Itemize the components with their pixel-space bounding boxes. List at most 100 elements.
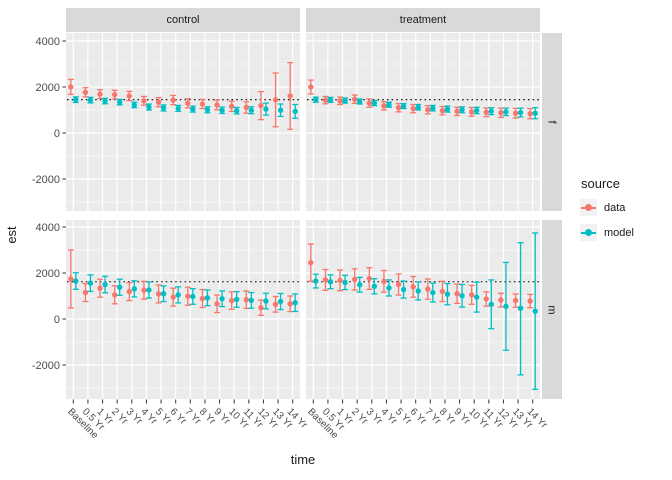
point-model xyxy=(175,105,181,112)
point-model xyxy=(116,284,123,290)
legend-item-data: data xyxy=(580,199,670,216)
point-data xyxy=(97,91,103,97)
point-model xyxy=(146,104,152,110)
point-data xyxy=(322,277,329,283)
point-data xyxy=(351,276,358,283)
point-data xyxy=(228,297,235,304)
y-tick-label: -2000 xyxy=(32,174,60,186)
chart-generated-layer: -2000020004000-2000020004000Baseline0.5 … xyxy=(32,33,550,442)
point-data xyxy=(322,97,329,103)
point-model xyxy=(233,107,240,114)
point-data xyxy=(287,301,293,307)
point-model xyxy=(263,298,269,304)
point-data xyxy=(199,101,206,107)
point-model xyxy=(313,96,319,103)
point-data xyxy=(381,103,387,109)
panel-control-f xyxy=(66,33,300,211)
point-data xyxy=(185,100,191,107)
point-data xyxy=(141,287,147,293)
point-model xyxy=(356,98,363,105)
point-model xyxy=(517,109,524,116)
legend-point-glyph xyxy=(585,204,592,211)
point-data xyxy=(82,289,89,296)
y-tick-label: 0 xyxy=(54,128,60,140)
point-data xyxy=(425,286,431,292)
point-model xyxy=(503,303,509,310)
point-model xyxy=(371,283,378,290)
point-model xyxy=(386,285,392,291)
point-data xyxy=(454,108,460,115)
facet-strip-control-label: control xyxy=(166,14,200,26)
point-model xyxy=(532,308,538,314)
series-data-treatment-f xyxy=(307,79,534,120)
point-model xyxy=(473,294,480,300)
point-model xyxy=(248,297,255,304)
point-model xyxy=(532,110,538,116)
facet-strip-treatment-label: treatment xyxy=(399,14,447,26)
legend-item-model: model xyxy=(580,224,670,241)
y-axis-title: est xyxy=(4,226,19,244)
point-model xyxy=(371,100,378,106)
facet-strip-f-label: f xyxy=(546,120,558,124)
point-data xyxy=(337,277,343,284)
point-data xyxy=(272,97,279,103)
legend-label-data: data xyxy=(604,201,626,214)
point-data xyxy=(439,107,446,114)
point-model xyxy=(102,281,108,288)
point-model xyxy=(131,102,138,108)
legend-key-data-icon xyxy=(580,199,597,216)
y-tick-label: 0 xyxy=(54,314,60,326)
point-model xyxy=(73,96,79,103)
point-model xyxy=(386,102,392,108)
point-model xyxy=(292,299,298,306)
point-data xyxy=(170,97,176,103)
point-data xyxy=(498,297,504,303)
point-data xyxy=(439,288,446,295)
y-tick-label: -2000 xyxy=(32,360,60,372)
point-data xyxy=(155,291,162,297)
series-model-control-m xyxy=(72,272,299,313)
point-model xyxy=(459,293,465,299)
series-data-treatment-m xyxy=(307,243,534,309)
y-tick-label: 2000 xyxy=(36,268,60,280)
point-model xyxy=(87,97,94,103)
y-tick-label: 2000 xyxy=(36,82,60,94)
point-model xyxy=(400,103,407,109)
point-model xyxy=(73,278,79,284)
points-layer xyxy=(67,61,539,391)
point-model xyxy=(488,301,495,307)
legend-key-model-icon xyxy=(580,224,597,241)
series-model-treatment-m xyxy=(312,232,539,391)
legend: source data model xyxy=(580,176,670,249)
point-model xyxy=(356,282,363,288)
point-model xyxy=(430,105,436,111)
point-model xyxy=(116,99,123,105)
point-model xyxy=(342,279,348,286)
point-data xyxy=(351,96,358,102)
point-data xyxy=(483,109,490,116)
point-model xyxy=(430,289,436,296)
x-axis-title: time xyxy=(291,452,316,467)
point-model xyxy=(204,107,211,113)
facet-strip-f: f xyxy=(542,33,562,211)
point-data xyxy=(483,296,490,302)
point-model xyxy=(131,286,138,292)
point-model xyxy=(219,107,225,113)
point-data xyxy=(243,296,250,303)
point-model xyxy=(400,286,407,293)
point-data xyxy=(468,292,475,298)
point-data xyxy=(258,305,264,311)
panels-layer xyxy=(66,33,540,399)
point-data xyxy=(243,104,250,111)
point-data xyxy=(395,105,402,111)
point-data xyxy=(381,278,387,284)
point-data xyxy=(258,102,264,109)
point-data xyxy=(366,100,373,106)
point-model xyxy=(233,296,240,303)
legend-label-model: model xyxy=(604,226,634,239)
point-data xyxy=(68,84,74,90)
point-model xyxy=(517,305,524,311)
point-data xyxy=(425,107,431,113)
point-data xyxy=(527,298,533,304)
